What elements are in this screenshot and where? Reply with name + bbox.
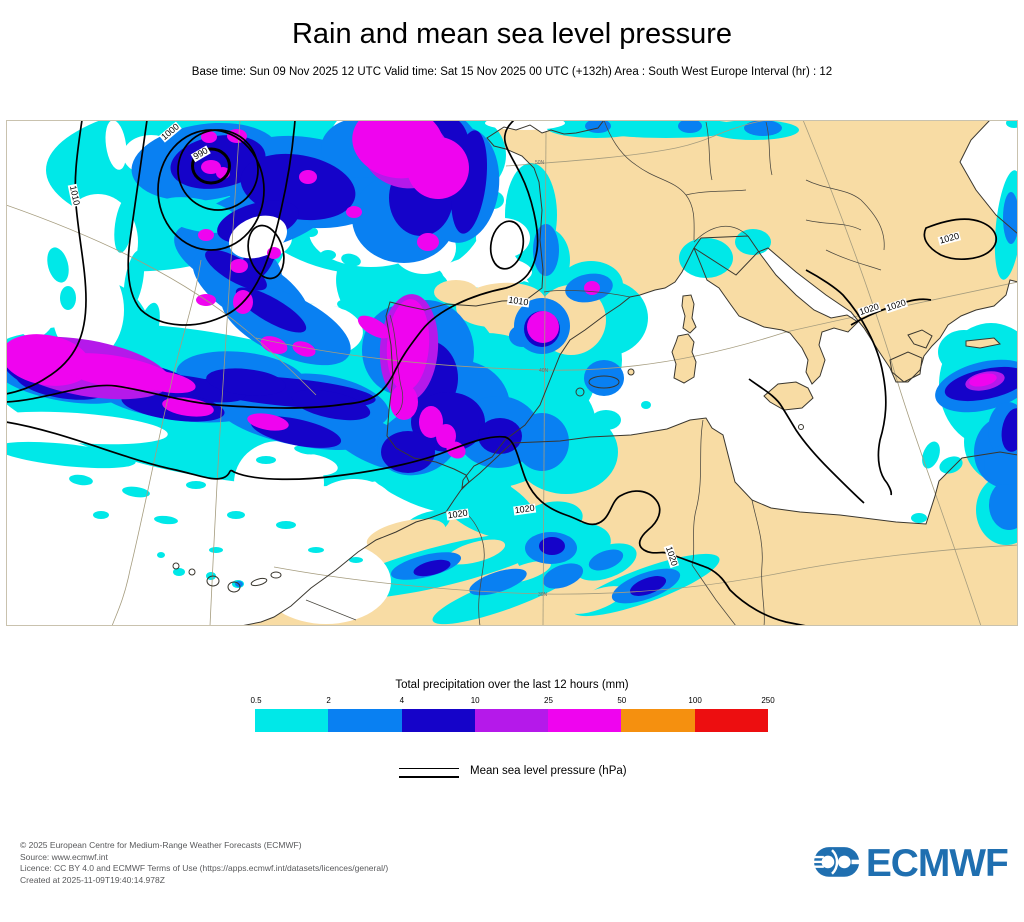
svg-text:30N: 30N	[538, 592, 548, 598]
svg-text:1010: 1010	[508, 295, 529, 308]
svg-text:ECMWF: ECMWF	[866, 844, 1008, 885]
svg-text:1010: 1010	[68, 185, 82, 207]
svg-text:1020: 1020	[447, 508, 468, 521]
svg-text:1020: 1020	[514, 503, 535, 516]
svg-text:40N: 40N	[539, 368, 549, 374]
svg-text:50N: 50N	[535, 160, 545, 166]
